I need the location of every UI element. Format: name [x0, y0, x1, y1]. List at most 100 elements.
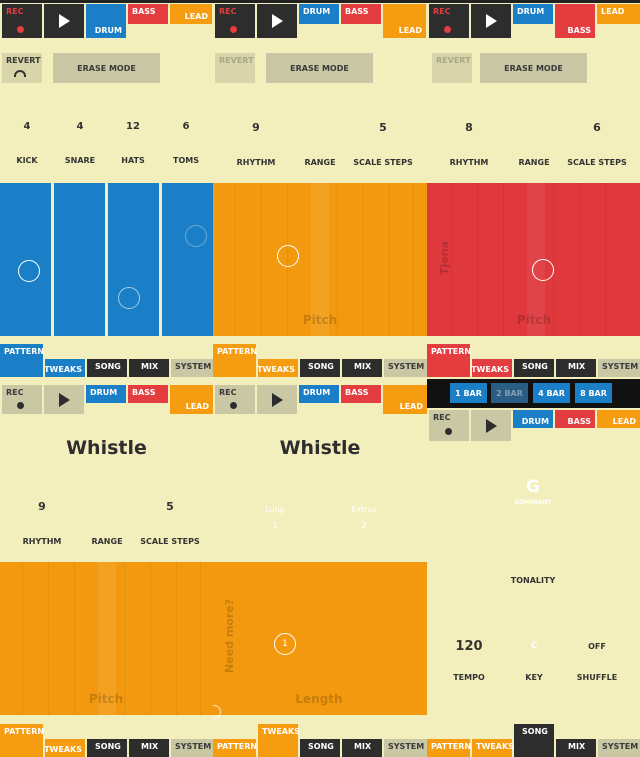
- lead-track-button[interactable]: LEAD: [383, 4, 426, 38]
- lead-track-button[interactable]: LEAD: [597, 4, 640, 24]
- lead-track-button[interactable]: LEAD: [170, 4, 212, 24]
- drum-pattern-area[interactable]: [0, 183, 213, 336]
- tab-mix[interactable]: MIX: [342, 359, 382, 377]
- length-pattern-area[interactable]: [213, 562, 427, 715]
- tab-pattern[interactable]: PATTERN: [427, 344, 471, 377]
- extras-value: 2: [361, 521, 367, 531]
- tab-tweaks[interactable]: TWEAKS: [257, 359, 298, 377]
- play-button[interactable]: [257, 385, 297, 414]
- play-button[interactable]: [44, 385, 84, 414]
- drum-track-button[interactable]: DRUM: [86, 4, 126, 38]
- tab-pattern[interactable]: PATTERN: [213, 344, 257, 377]
- pattern-note-marker[interactable]: [118, 287, 140, 309]
- length-marker[interactable]: 1: [274, 633, 296, 655]
- tab-song[interactable]: SONG: [87, 739, 127, 757]
- pattern-note-marker[interactable]: [185, 225, 207, 247]
- rec-label: REC: [433, 7, 451, 16]
- rec-button[interactable]: REC: [215, 4, 255, 38]
- pattern-note-marker[interactable]: [532, 259, 554, 281]
- rec-button[interactable]: REC: [429, 4, 469, 38]
- pitch-pattern-area[interactable]: [213, 183, 427, 336]
- drum-label: DRUM: [303, 7, 331, 16]
- pitch-axis-label: Pitch: [302, 313, 338, 327]
- erase-mode-button[interactable]: ERASE MODE: [53, 53, 160, 83]
- drum-track-button[interactable]: DRUM: [299, 4, 339, 24]
- rec-label: REC: [6, 7, 24, 16]
- tab-mix[interactable]: MIX: [342, 739, 382, 757]
- drum-track-button[interactable]: DRUM: [86, 385, 126, 403]
- tab-pattern[interactable]: PATTERN: [0, 724, 44, 757]
- pattern-note-marker[interactable]: [18, 260, 40, 282]
- drum-track-button[interactable]: DRUM: [299, 385, 339, 403]
- tab-song[interactable]: SONG: [514, 359, 554, 377]
- revert-button[interactable]: REVERT: [432, 53, 472, 83]
- scroll-handle-icon[interactable]: [213, 705, 221, 719]
- tab-mix-label: MIX: [141, 742, 159, 751]
- play-button[interactable]: [471, 410, 511, 441]
- lead-track-button[interactable]: LEAD: [597, 410, 640, 428]
- bar-2-button[interactable]: 2 BAR: [491, 383, 528, 403]
- lead-track-button[interactable]: LEAD: [170, 385, 213, 414]
- rec-button[interactable]: REC: [2, 4, 42, 38]
- bass-track-button[interactable]: BASS: [341, 4, 381, 24]
- tab-tweaks[interactable]: TWEAKS: [472, 739, 514, 757]
- bass-track-button[interactable]: BASS: [555, 4, 595, 38]
- play-button[interactable]: [471, 4, 511, 38]
- tab-song[interactable]: SONG: [87, 359, 127, 377]
- tab-system[interactable]: SYSTEM: [384, 739, 427, 757]
- tab-pattern[interactable]: PATTERN: [213, 739, 257, 757]
- rec-dot-icon: [17, 26, 24, 33]
- tab-mix[interactable]: MIX: [556, 739, 596, 757]
- drum-track-button[interactable]: DRUM: [513, 4, 553, 24]
- tab-mix[interactable]: MIX: [129, 359, 169, 377]
- bar-8-button[interactable]: 8 BAR: [575, 383, 612, 403]
- tab-pattern[interactable]: PATTERN: [427, 739, 471, 757]
- tab-tweaks-label: TWEAKS: [476, 742, 514, 751]
- erase-mode-label: ERASE MODE: [77, 63, 136, 73]
- rec-button[interactable]: REC: [215, 385, 255, 414]
- lead-track-button[interactable]: LEAD: [383, 385, 427, 414]
- bass-track-button[interactable]: BASS: [341, 385, 381, 403]
- tab-song-label: SONG: [308, 362, 334, 371]
- tab-system[interactable]: SYSTEM: [171, 359, 213, 377]
- play-button[interactable]: [44, 4, 84, 38]
- tab-tweaks[interactable]: TWEAKS: [258, 724, 300, 757]
- tab-mix[interactable]: MIX: [129, 739, 169, 757]
- revert-button[interactable]: REVERT: [215, 53, 255, 83]
- tab-tweaks[interactable]: TWEAKS: [44, 739, 85, 757]
- drum-track-button[interactable]: DRUM: [513, 410, 553, 428]
- rec-button[interactable]: REC: [429, 410, 469, 441]
- bar-1-button[interactable]: 1 BAR: [450, 383, 487, 403]
- pattern-note-marker[interactable]: [277, 245, 299, 267]
- tab-pattern[interactable]: PATTERN: [0, 344, 44, 377]
- rhythm-value: 9: [38, 500, 46, 513]
- bar-4-button[interactable]: 4 BAR: [533, 383, 570, 403]
- extras-label: Extras: [351, 505, 377, 514]
- bass-track-button[interactable]: BASS: [555, 410, 595, 428]
- erase-mode-button[interactable]: ERASE MODE: [480, 53, 587, 83]
- bass-track-button[interactable]: BASS: [128, 4, 168, 24]
- revert-button[interactable]: REVERT: [2, 53, 42, 83]
- erase-mode-button[interactable]: ERASE MODE: [266, 53, 373, 83]
- tab-mix[interactable]: MIX: [556, 359, 596, 377]
- bass-track-button[interactable]: BASS: [128, 385, 168, 403]
- pitch-pattern-area[interactable]: [427, 183, 640, 336]
- pitch-pattern-area[interactable]: [0, 562, 213, 715]
- tab-song[interactable]: SONG: [300, 739, 340, 757]
- tab-system[interactable]: SYSTEM: [598, 359, 640, 377]
- tab-system-label: SYSTEM: [388, 742, 425, 751]
- tab-tweaks[interactable]: TWEAKS: [471, 359, 512, 377]
- length-marker-value: 1: [282, 639, 288, 649]
- tab-tweaks[interactable]: TWEAKS: [44, 359, 85, 377]
- tab-system[interactable]: SYSTEM: [598, 739, 640, 757]
- rec-label: REC: [6, 388, 24, 397]
- tab-system[interactable]: SYSTEM: [171, 739, 213, 757]
- play-button[interactable]: [257, 4, 297, 38]
- rec-button[interactable]: REC: [2, 385, 42, 414]
- bar-4-label: 4 BAR: [538, 388, 565, 398]
- tab-song-label: SONG: [95, 742, 121, 751]
- tab-song[interactable]: SONG: [514, 724, 554, 757]
- tab-song[interactable]: SONG: [300, 359, 340, 377]
- tab-system[interactable]: SYSTEM: [384, 359, 427, 377]
- tab-mix-label: MIX: [141, 362, 159, 371]
